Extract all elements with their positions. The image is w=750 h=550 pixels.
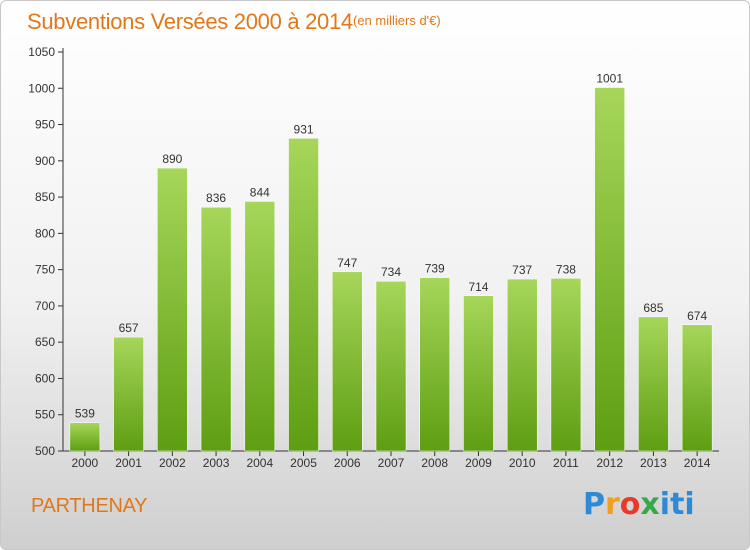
x-tick-label: 2001 [115,456,142,470]
bar-2000 [69,422,101,452]
bar-2003 [200,206,232,452]
x-tick-label: 2013 [640,456,667,470]
bar-2007 [375,280,407,452]
value-label-2001: 657 [119,321,139,335]
bars [69,87,713,452]
x-tick-label: 2014 [684,456,711,470]
unit-note: (en milliers d'€) [353,13,441,28]
value-label-2009: 714 [468,280,488,294]
value-label-2014: 674 [687,309,707,323]
bar-2009 [463,295,494,452]
y-tick-label: 650 [35,335,55,349]
x-tick-label: 2002 [159,456,186,470]
bar-2012 [594,87,625,452]
location-label: PARTHENAY [31,495,148,517]
bar-2014 [681,324,713,452]
y-tick-label: 600 [35,371,55,385]
x-tick-label: 2004 [246,456,273,470]
x-tick-label: 2008 [421,456,448,470]
bar-2002 [157,167,188,452]
value-label-2004: 844 [250,185,270,199]
chart-title: Subventions Versées 2000 à 2014 [27,9,353,34]
bar-2010 [506,278,538,452]
x-tick-label: 2006 [334,456,361,470]
value-label-2005: 931 [294,122,314,136]
bar-2013 [638,316,669,452]
x-tick-label: 2000 [72,456,99,470]
bar-2008 [419,277,450,452]
value-label-2011: 738 [556,262,576,276]
bar-2006 [332,271,363,452]
x-tick-label: 2007 [378,456,405,470]
y-tick-label: 700 [35,299,55,313]
bar-2001 [113,336,144,452]
brand-logo: Proxiti [583,487,695,522]
value-label-2007: 734 [381,265,401,279]
value-label-2000: 539 [75,407,95,421]
value-label-2008: 739 [425,262,445,276]
y-tick-label: 550 [35,408,55,422]
y-tick-label: 950 [35,118,55,132]
bar-2005 [288,138,319,452]
x-tick-label: 2012 [596,456,623,470]
x-tick-label: 2011 [553,456,579,470]
y-tick-label: 1050 [28,45,55,59]
x-tick-label: 2003 [203,456,230,470]
y-tick-label: 800 [35,226,55,240]
bar-2011 [550,278,582,452]
value-labels: 539 657 890 836 844 931 747 734 739 714 737 738 1001… [75,72,708,421]
x-tick-label: 2010 [509,456,536,470]
value-label-2012: 1001 [596,72,623,86]
value-label-2006: 747 [337,256,357,270]
axes: 500 550 600 650 700 750 800 850 900 950 1000 1050 20… [28,45,719,470]
y-tick-label: 500 [35,444,55,458]
x-tick-label: 2005 [290,456,317,470]
value-label-2013: 685 [643,301,663,315]
y-tick-label: 750 [35,263,55,277]
value-label-2010: 737 [512,263,532,277]
x-tick-label: 2009 [465,456,492,470]
y-tick-label: 850 [35,190,55,204]
y-tick-label: 900 [35,154,55,168]
bar-2004 [244,201,276,452]
y-tick-label: 1000 [28,81,55,95]
value-label-2002: 890 [162,152,182,166]
value-label-2003: 836 [206,191,226,205]
